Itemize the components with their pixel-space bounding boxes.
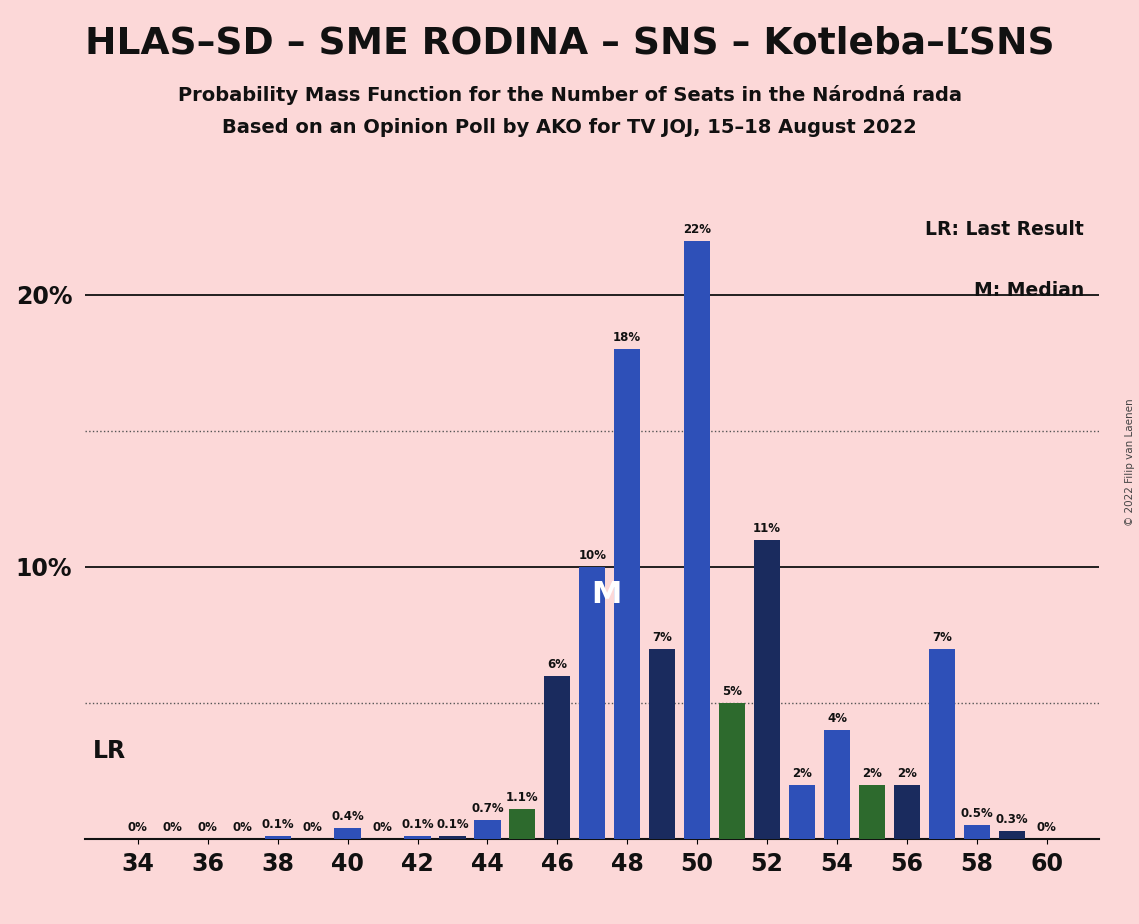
Text: HLAS–SD – SME RODINA – SNS – Kotleba–ĽSNS: HLAS–SD – SME RODINA – SNS – Kotleba–ĽSN… <box>84 26 1055 62</box>
Text: LR: Last Result: LR: Last Result <box>925 220 1084 239</box>
Bar <box>544 675 571 839</box>
Text: 0%: 0% <box>303 821 322 834</box>
Text: 4%: 4% <box>827 712 847 725</box>
Text: 0.7%: 0.7% <box>472 802 503 815</box>
Text: 0%: 0% <box>128 821 148 834</box>
Text: 0%: 0% <box>1036 821 1057 834</box>
Text: 0%: 0% <box>372 821 393 834</box>
Bar <box>685 240 711 839</box>
Bar <box>474 820 500 839</box>
Text: © 2022 Filip van Laenen: © 2022 Filip van Laenen <box>1125 398 1134 526</box>
Bar <box>823 730 850 839</box>
Text: 1.1%: 1.1% <box>506 791 539 804</box>
Text: 0.1%: 0.1% <box>401 819 434 832</box>
Bar <box>649 649 675 839</box>
Bar <box>789 784 816 839</box>
Text: 2%: 2% <box>896 767 917 780</box>
Text: 0.1%: 0.1% <box>436 819 469 832</box>
Bar <box>614 349 640 839</box>
Bar <box>509 809 535 839</box>
Text: 0.5%: 0.5% <box>960 808 993 821</box>
Bar <box>440 836 466 839</box>
Bar <box>894 784 920 839</box>
Text: 18%: 18% <box>613 332 641 345</box>
Bar <box>404 836 431 839</box>
Bar <box>579 567 606 839</box>
Bar <box>859 784 885 839</box>
Text: 10%: 10% <box>579 549 606 562</box>
Text: M: M <box>591 579 622 609</box>
Bar <box>719 703 745 839</box>
Bar <box>964 825 990 839</box>
Text: Probability Mass Function for the Number of Seats in the Národná rada: Probability Mass Function for the Number… <box>178 85 961 105</box>
Text: 0%: 0% <box>163 821 182 834</box>
Bar <box>335 828 361 839</box>
Text: 0%: 0% <box>232 821 253 834</box>
Text: LR: LR <box>92 739 125 763</box>
Text: 6%: 6% <box>548 658 567 671</box>
Text: Based on an Opinion Poll by AKO for TV JOJ, 15–18 August 2022: Based on an Opinion Poll by AKO for TV J… <box>222 118 917 138</box>
Text: 5%: 5% <box>722 685 743 699</box>
Text: 0.3%: 0.3% <box>995 813 1029 826</box>
Text: 7%: 7% <box>932 631 952 644</box>
Bar <box>999 831 1025 839</box>
Text: 2%: 2% <box>792 767 812 780</box>
Text: 22%: 22% <box>683 223 711 236</box>
Text: 0%: 0% <box>198 821 218 834</box>
Text: 2%: 2% <box>862 767 882 780</box>
Bar <box>928 649 954 839</box>
Text: 0.1%: 0.1% <box>261 819 294 832</box>
Text: 11%: 11% <box>753 522 781 535</box>
Bar <box>754 540 780 839</box>
Bar <box>264 836 290 839</box>
Text: 0.4%: 0.4% <box>331 810 364 823</box>
Text: M: Median: M: Median <box>974 281 1084 300</box>
Text: 7%: 7% <box>653 631 672 644</box>
